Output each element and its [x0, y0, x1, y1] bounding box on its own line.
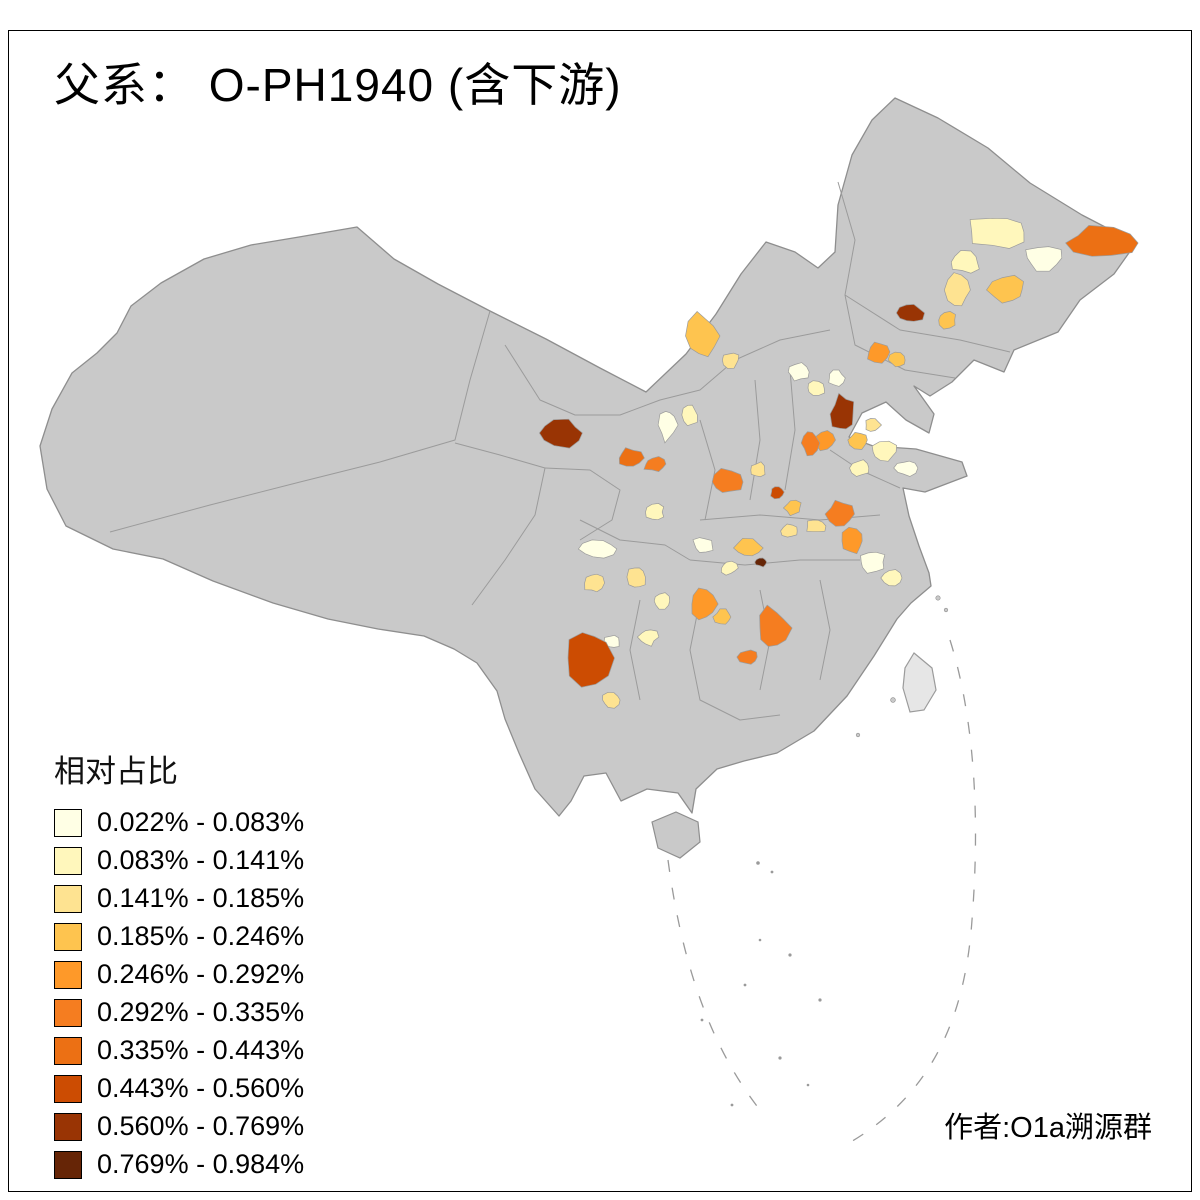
china-mainland [39, 97, 1137, 817]
province-borders [109, 181, 1011, 721]
map-region [602, 691, 621, 709]
map-region [770, 486, 785, 500]
legend-swatch [54, 1074, 82, 1103]
map-region [736, 649, 758, 665]
map-region [828, 369, 846, 387]
map-region [1065, 225, 1139, 257]
map-region [711, 468, 744, 493]
legend-label: 0.769% - 0.984% [97, 1149, 305, 1179]
map-region [860, 551, 886, 574]
map-region [847, 432, 868, 450]
legend-label: 0.292% - 0.335% [97, 997, 305, 1027]
map-region [867, 341, 891, 364]
map-region [807, 380, 825, 396]
map-region [887, 351, 906, 368]
legend-swatch [54, 1036, 82, 1065]
legend-swatch [54, 1112, 82, 1141]
map-region [950, 250, 980, 274]
legend-swatch [54, 1150, 82, 1179]
choropleth-regions [538, 217, 1139, 709]
legend-swatch [54, 998, 82, 1027]
map-region [754, 557, 768, 568]
map-region [800, 431, 821, 457]
map-region [567, 632, 615, 688]
legend-title: 相对占比 [54, 754, 178, 789]
map-region [618, 447, 645, 467]
map-region [829, 392, 855, 430]
legend-label: 0.141% - 0.185% [97, 883, 305, 913]
legend-label: 0.185% - 0.246% [97, 921, 305, 951]
sea-islets [700, 861, 822, 1107]
author-credit: 作者:O1a溯源群 [944, 1112, 1152, 1144]
legend-row: 0.083% - 0.141% [54, 845, 304, 876]
map-region [750, 461, 766, 478]
legend-row: 0.022% - 0.083% [54, 807, 304, 838]
page-title: 父系： O-PH1940 (含下游) [54, 59, 622, 111]
legend-swatch [54, 884, 82, 913]
legend-row: 0.141% - 0.185% [54, 883, 304, 914]
legend-label: 0.443% - 0.560% [97, 1073, 305, 1103]
map-region [871, 440, 898, 462]
map-region [880, 569, 903, 587]
legend: 相对占比 0.022% - 0.083% 0.083% - 0.141% 0.141… [54, 746, 304, 1187]
hainan-island [651, 811, 701, 859]
legend-label: 0.335% - 0.443% [97, 1035, 305, 1065]
taiwan-island [902, 652, 937, 713]
map-region [895, 304, 926, 322]
legend-swatch [54, 808, 82, 837]
map-region [645, 503, 665, 521]
map-region [584, 573, 605, 593]
map-region [782, 499, 802, 517]
map-region [720, 560, 739, 576]
map-region [806, 519, 827, 533]
legend-row: 0.560% - 0.769% [54, 1111, 304, 1142]
legend-label: 0.560% - 0.769% [97, 1111, 305, 1141]
map-region [577, 539, 618, 559]
map-region [685, 311, 721, 358]
coastal-islands [855, 595, 949, 738]
map-region [938, 311, 956, 330]
legend-row: 0.443% - 0.560% [54, 1073, 304, 1104]
legend-rows: 0.022% - 0.083% 0.083% - 0.141% 0.141% - 0… [54, 807, 304, 1180]
map-region [780, 523, 798, 538]
map-region [841, 526, 863, 555]
map-region [969, 217, 1025, 249]
map-region [824, 499, 855, 527]
legend-row: 0.769% - 0.984% [54, 1149, 304, 1180]
map-region [986, 274, 1024, 304]
legend-label: 0.246% - 0.292% [97, 959, 305, 989]
legend-label: 0.083% - 0.141% [97, 845, 305, 875]
map-region [681, 404, 698, 427]
map-region [732, 537, 764, 557]
legend-swatch [54, 922, 82, 951]
map-region [653, 592, 671, 610]
map-region [1025, 246, 1063, 272]
legend-row: 0.292% - 0.335% [54, 997, 304, 1028]
legend-row: 0.246% - 0.292% [54, 959, 304, 990]
legend-row: 0.335% - 0.443% [54, 1035, 304, 1066]
map-region [722, 352, 740, 369]
map-region [691, 587, 719, 621]
map-region [643, 456, 667, 472]
map-region [865, 418, 883, 432]
map-region [787, 362, 810, 382]
legend-swatch [54, 960, 82, 989]
map-region [893, 460, 919, 477]
map-region [636, 629, 660, 647]
south-china-sea-dashes [667, 639, 977, 1149]
legend-row: 0.185% - 0.246% [54, 921, 304, 952]
map-region [538, 418, 583, 449]
map-region [692, 537, 714, 553]
map-region [943, 272, 971, 307]
map-region [849, 459, 870, 477]
map-region [712, 608, 732, 625]
map-region [657, 411, 679, 444]
legend-swatch [54, 846, 82, 875]
map-region [759, 604, 793, 647]
map-region [626, 567, 646, 588]
legend-label: 0.022% - 0.083% [97, 807, 305, 837]
